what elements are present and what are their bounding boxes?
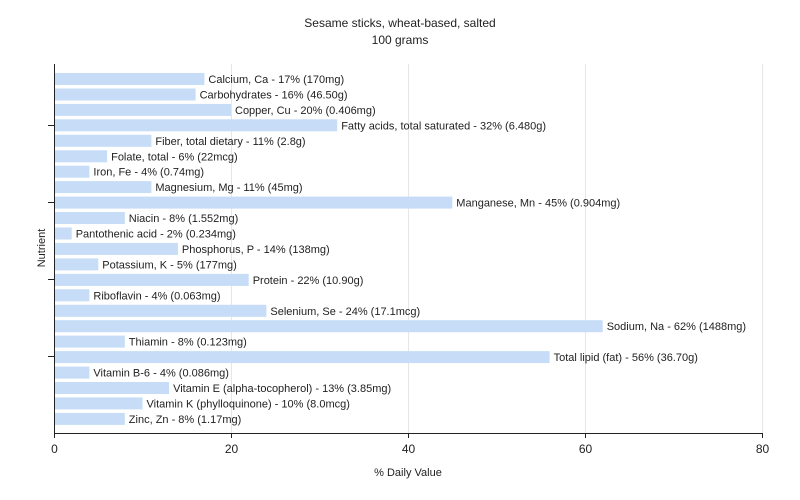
x-tick-label: 80 (756, 442, 770, 456)
bar (55, 335, 125, 348)
bar-label: Thiamin - 8% (0.123mg) (129, 337, 247, 349)
x-tick-label: 0 (51, 442, 58, 456)
bar-label: Pantothenic acid - 2% (0.234mg) (76, 229, 236, 241)
bar (55, 304, 267, 317)
bars-group: Calcium, Ca - 17% (170mg) Carbohydrates -… (55, 73, 746, 426)
bar-label: Zinc, Zn - 8% (1.17mg) (129, 414, 241, 426)
bar-label: Folate, total - 6% (22mcg) (111, 151, 238, 163)
bar (55, 397, 143, 410)
bar (55, 196, 453, 209)
bar-label: Iron, Fe - 4% (0.74mg) (93, 167, 204, 179)
bar-label: Sodium, Na - 62% (1488mg) (607, 321, 746, 333)
bar (55, 134, 152, 147)
bar-label: Vitamin E (alpha-tocopherol) - 13% (3.85… (173, 383, 391, 395)
bar-label: Niacin - 8% (1.552mg) (129, 213, 238, 225)
bar (55, 366, 90, 379)
bar-label: Vitamin B-6 - 4% (0.086mg) (93, 368, 229, 380)
bar-label: Total lipid (fat) - 56% (36.70g) (554, 352, 698, 364)
chart-title: Sesame sticks, wheat-based, salted (304, 16, 495, 30)
x-tick-label: 60 (579, 442, 593, 456)
bar (55, 382, 170, 394)
gridlines (231, 64, 763, 433)
bar (55, 320, 603, 333)
bar-label: Copper, Cu - 20% (0.406mg) (235, 105, 376, 117)
bar (55, 289, 90, 302)
axes-group: 0 20 40 60 80 (48, 64, 769, 456)
bar (55, 351, 550, 364)
bar (55, 181, 152, 194)
bar (55, 242, 178, 255)
bar-label: Magnesium, Mg - 11% (45mg) (155, 182, 302, 194)
x-axis-label: % Daily Value (374, 467, 442, 479)
bar-label: Fatty acids, total saturated - 32% (6.48… (341, 120, 546, 132)
bar (55, 150, 108, 163)
bar-label: Vitamin K (phylloquinone) - 10% (8.0mcg) (147, 398, 350, 410)
x-tick-label: 40 (402, 442, 416, 456)
bar (55, 103, 231, 116)
bar-label: Calcium, Ca - 17% (170mg) (208, 74, 344, 86)
bar-label: Carbohydrates - 16% (46.50g) (200, 90, 348, 102)
bar (55, 119, 338, 132)
bar-label: Potassium, K - 5% (177mg) (102, 259, 237, 271)
y-axis-label: Nutrient (36, 229, 48, 268)
bar (55, 258, 99, 271)
bar (55, 412, 125, 425)
bar (55, 212, 125, 224)
bar-label: Riboflavin - 4% (0.063mg) (93, 290, 220, 302)
bar-label: Selenium, Se - 24% (17.1mcg) (270, 306, 420, 318)
bar (55, 73, 205, 85)
chart-subtitle: 100 grams (372, 33, 429, 47)
x-tick-label: 20 (225, 442, 239, 456)
bar-label: Protein - 22% (10.90g) (253, 275, 364, 287)
bar (55, 227, 72, 240)
bar-label: Manganese, Mn - 45% (0.904mg) (456, 198, 620, 210)
bar (55, 165, 90, 178)
bar-label: Fiber, total dietary - 11% (2.8g) (155, 136, 305, 148)
bar (55, 88, 196, 101)
bar (55, 273, 249, 286)
bar-label: Phosphorus, P - 14% (138mg) (182, 244, 330, 256)
